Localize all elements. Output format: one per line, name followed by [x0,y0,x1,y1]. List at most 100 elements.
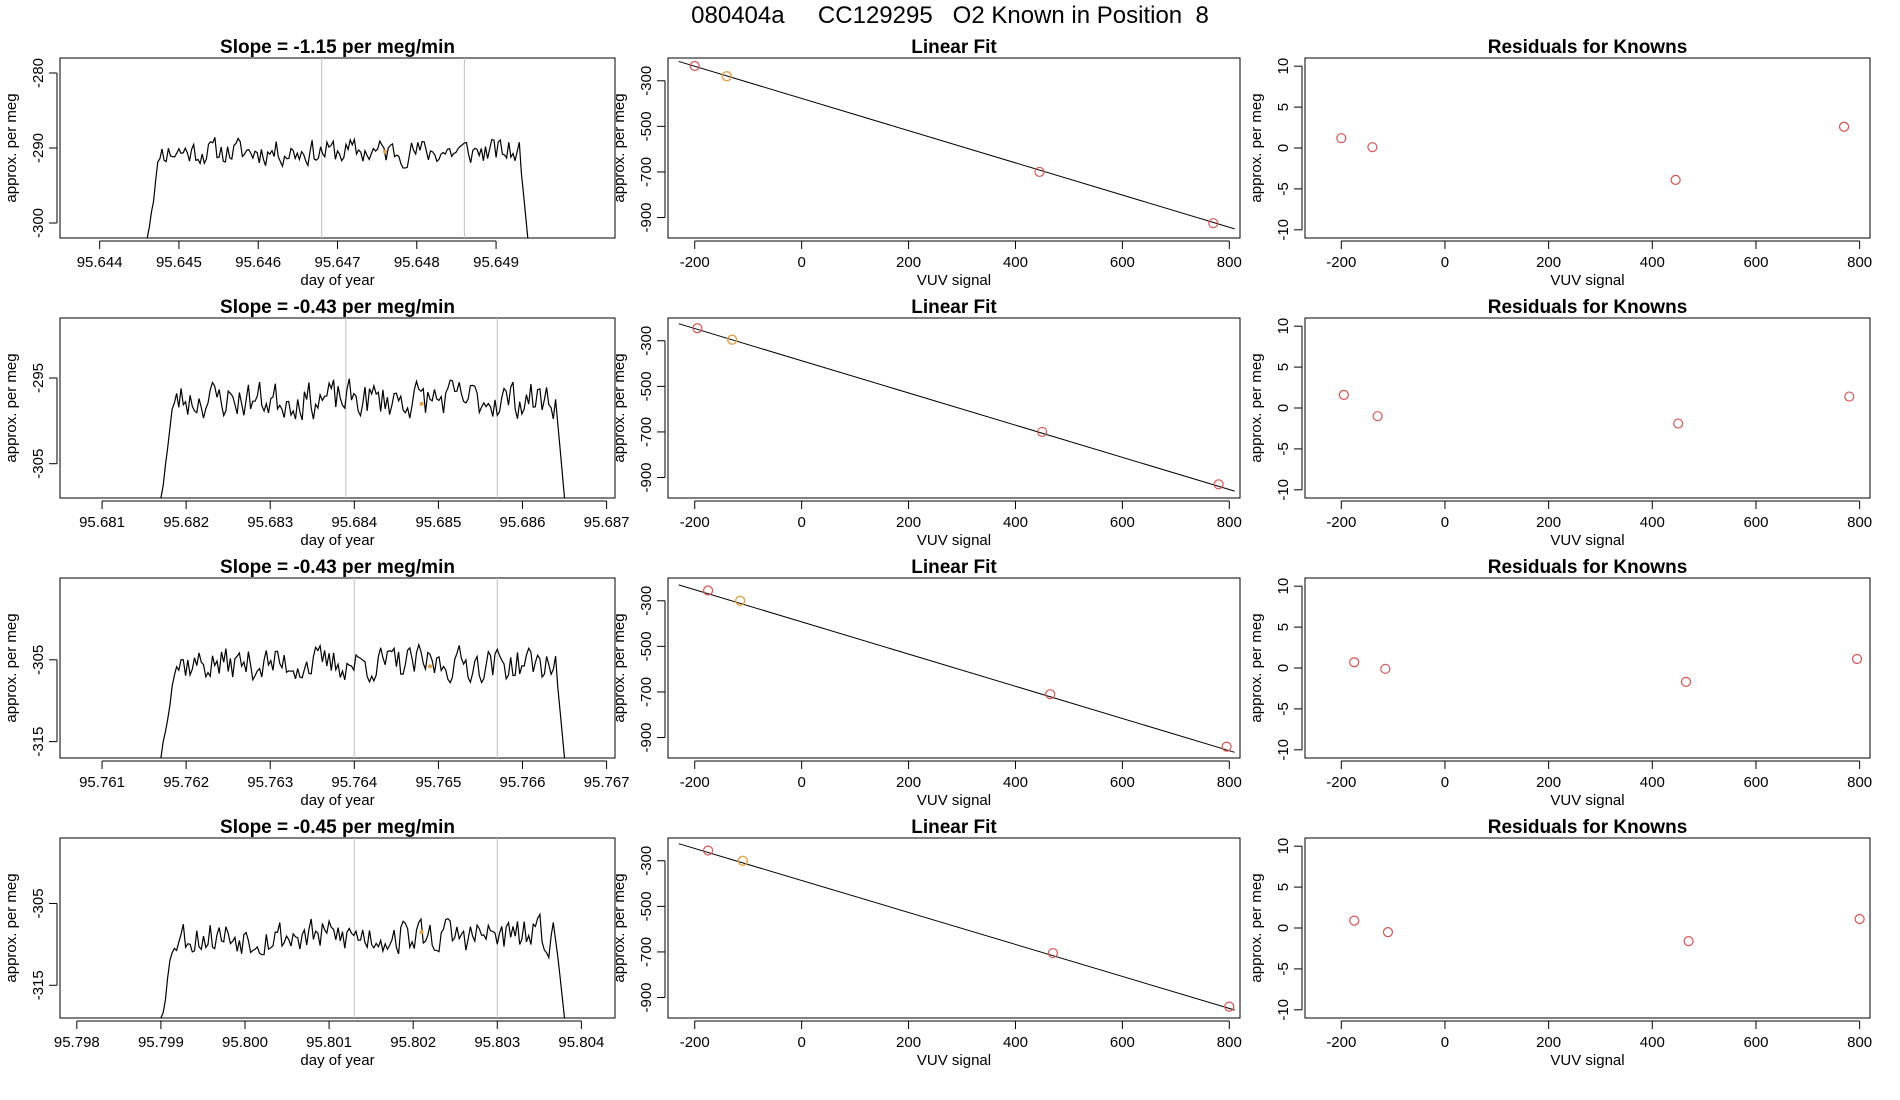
x-tick-label: 800 [1847,1034,1872,1051]
x-axis-label: VUV signal [1550,792,1624,809]
x-tick-label: 400 [1640,1034,1665,1051]
y-axis-label: approx. per meg [3,93,20,202]
y-tick-label: 0 [1275,404,1292,412]
y-tick-label: 5 [1275,883,1292,891]
y-axis-label: approx. per meg [3,353,20,462]
y-axis-label: approx. per meg [1248,873,1265,982]
x-tick-label: 400 [1003,254,1028,271]
x-tick-label: 95.764 [331,774,377,791]
y-tick-label: -10 [1275,479,1292,501]
x-tick-label: 95.684 [331,514,377,531]
y-axis-label: approx. per meg [611,93,628,202]
y-axis-label: approx. per meg [1248,613,1265,722]
y-axis-label: approx. per meg [611,873,628,982]
data-point [1338,389,1349,401]
x-tick-label: 95.804 [558,1034,604,1051]
y-tick-label: 0 [1275,924,1292,932]
x-tick-label: 800 [1847,514,1872,531]
x-tick-label: 95.800 [222,1034,268,1051]
chart-svg: Slope = -0.45 per meg/min 95.798 95.799 95.… [3,817,616,1069]
x-tick-label: 0 [1441,1034,1449,1051]
x-tick-label: 400 [1003,1034,1028,1051]
chart-svg: Linear Fit -200 0 200 400 600 800 VUV signal -30… [611,297,1242,549]
chart-svg: Residuals for Knowns -200 0 200 400 600 800 VUV… [1248,817,1872,1069]
chart-title: Linear Fit [911,557,997,578]
x-tick-label: 95.765 [415,774,461,791]
x-tick-label: 400 [1003,514,1028,531]
x-tick-label: -200 [1326,774,1356,791]
y-tick-label: 10 [1275,58,1292,75]
x-tick-label: 800 [1847,254,1872,271]
chart-title: Residuals for Knowns [1488,557,1688,578]
x-tick-label: 95.645 [156,254,202,271]
x-tick-label: 200 [896,514,921,531]
highlight-point [726,334,738,345]
fit-line [678,60,1235,230]
plot-frame [1304,837,1871,1019]
y-axis-label: approx. per meg [3,873,20,982]
x-tick-label: 0 [1441,254,1449,271]
data-point [1034,166,1045,178]
chart-panel: Linear Fit -200 0 200 400 600 800 VUV signal -30… [611,817,1242,1069]
x-tick-label: -200 [680,1034,710,1051]
y-tick-label: -300 [30,208,47,238]
fit-line [678,323,1235,492]
chart-panel: Slope = -1.15 per meg/min 95.644 95.645 95.… [3,37,616,289]
x-tick-label: 200 [896,1034,921,1051]
data-point [689,60,700,72]
x-tick-label: 95.763 [247,774,293,791]
highlight-point [428,664,432,669]
x-tick-label: 200 [896,254,921,271]
y-tick-label: 0 [1275,144,1292,152]
data-point [1680,676,1692,688]
x-tick-label: 400 [1003,774,1028,791]
x-tick-label: -200 [680,254,710,271]
y-tick-label: -305 [30,449,47,479]
data-point [1045,689,1056,700]
y-tick-label: -10 [1275,219,1292,241]
x-axis-label: day of year [300,532,374,549]
x-tick-label: 600 [1743,254,1768,271]
y-axis-label: approx. per meg [1248,353,1265,462]
data-point [1854,913,1865,925]
x-tick-label: 600 [1110,514,1135,531]
y-tick-label: -900 [638,982,655,1012]
x-tick-label: 95.798 [54,1034,100,1051]
x-tick-label: 200 [1536,254,1561,271]
chart-panel: Residuals for Knowns -200 0 200 400 600 800 VUV… [1248,557,1872,809]
data-point [1380,663,1391,674]
y-tick-label: -295 [30,363,47,393]
data-point [1382,926,1394,938]
plot-frame [667,837,1241,1019]
x-tick-label: 0 [1441,514,1449,531]
data-point [702,845,714,856]
x-tick-label: 95.761 [79,774,125,791]
data-point [1349,657,1360,668]
x-tick-label: 95.646 [235,254,281,271]
x-tick-label: 600 [1110,774,1135,791]
x-tick-label: 0 [797,254,805,271]
y-tick-label: -900 [638,462,655,492]
y-tick-label: -5 [1275,702,1292,715]
y-tick-label: -500 [638,891,655,921]
chart-panel: Residuals for Knowns -200 0 200 400 600 800 VUV… [1248,297,1872,549]
y-axis-label: approx. per meg [3,613,20,722]
y-tick-label: -300 [638,846,655,876]
x-axis-label: VUV signal [917,792,991,809]
data-point [1838,121,1850,132]
x-tick-label: 0 [797,1034,805,1051]
y-tick-label: -700 [638,157,655,187]
chart-svg: Linear Fit -200 0 200 400 600 800 VUV signal -30… [611,817,1242,1069]
chart-svg: Linear Fit -200 0 200 400 600 800 VUV signal -30… [611,557,1242,809]
chart-svg: Residuals for Knowns -200 0 200 400 600 800 VUV… [1248,557,1872,809]
x-tick-label: -200 [1326,254,1356,271]
data-point [1844,391,1855,402]
y-tick-label: -500 [638,631,655,661]
y-tick-label: 10 [1275,578,1292,595]
chart-svg: Residuals for Knowns -200 0 200 400 600 800 VUV… [1248,297,1872,549]
chart-title: Slope = -0.45 per meg/min [220,817,455,838]
highlight-point [419,401,424,406]
chart-panel: Slope = -0.45 per meg/min 95.798 95.799 95.… [3,817,616,1069]
x-tick-label: -200 [680,514,710,531]
